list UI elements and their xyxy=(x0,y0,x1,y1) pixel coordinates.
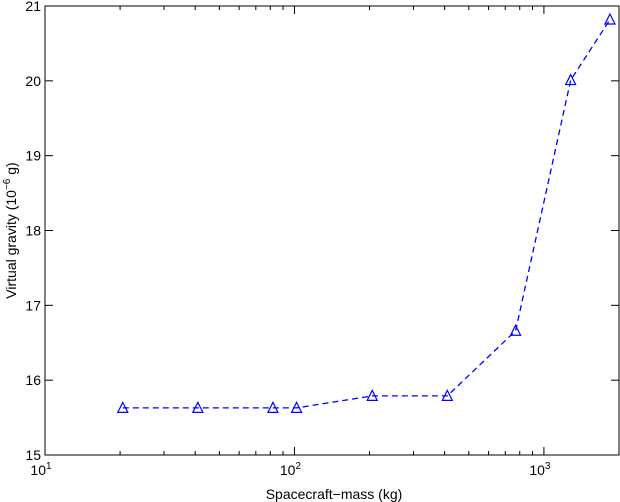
data-point-marker xyxy=(266,401,279,413)
data-point-marker xyxy=(116,401,129,413)
y-axis-label-suffix: g) xyxy=(3,162,19,178)
y-axis-label-exponent: −6 xyxy=(2,178,13,190)
plot-area: 101 102 103 15 16 17 18 19 20 21 xyxy=(25,0,620,478)
y-tick-label: 18 xyxy=(25,223,41,239)
x-tick-label: 102 xyxy=(280,461,302,478)
y-tick-label: 20 xyxy=(25,73,41,89)
y-tick-label: 17 xyxy=(25,297,41,313)
y-tick-label: 15 xyxy=(25,447,41,463)
x-axis-label: Spacecraft−mass (kg) xyxy=(266,486,403,502)
series-layer xyxy=(116,12,616,413)
series-line xyxy=(122,19,611,409)
y-axis-label-prefix: Virtual gravity (10 xyxy=(3,190,19,299)
y-axis-label: Virtual gravity (10−6 g) xyxy=(2,162,19,298)
x-tick-label: 103 xyxy=(529,461,551,478)
data-point-marker xyxy=(191,401,204,413)
y-tick-label: 16 xyxy=(25,372,41,388)
data-point-marker xyxy=(564,73,577,86)
x-tick-label: 101 xyxy=(30,461,52,478)
data-point-marker xyxy=(603,12,616,25)
y-tick-label: 21 xyxy=(25,0,41,14)
y-tick-label: 19 xyxy=(25,148,41,164)
x-axis-ticks: 101 102 103 xyxy=(30,6,551,478)
axes-box xyxy=(44,5,620,456)
data-point-marker xyxy=(441,389,454,401)
data-point-marker xyxy=(290,401,303,413)
y-axis-ticks: 15 16 17 18 19 20 21 xyxy=(25,0,619,463)
data-point-marker xyxy=(509,323,522,336)
data-point-marker xyxy=(366,389,379,401)
